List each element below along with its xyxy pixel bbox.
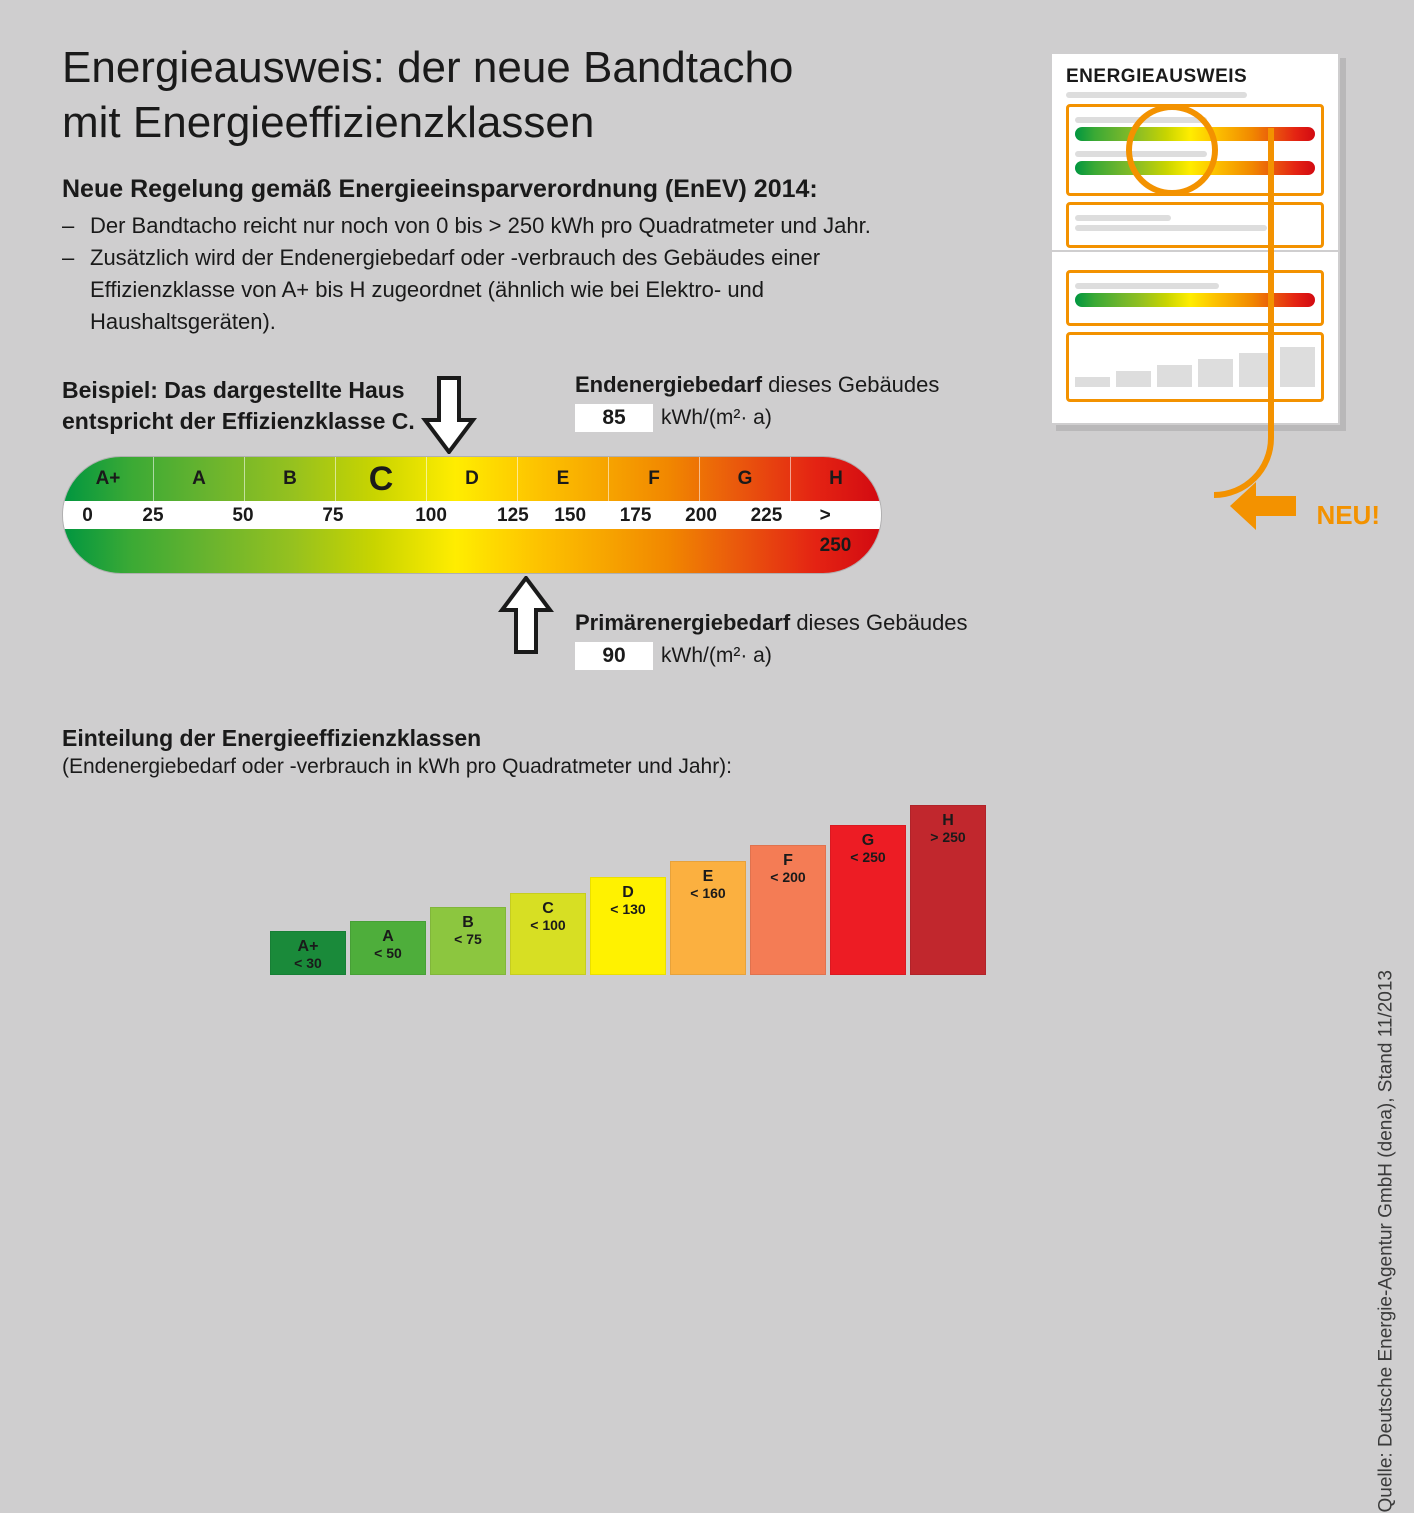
endenergie-label: Endenergiebedarf dieses Gebäudes [575,372,939,398]
source-text: Quelle: Deutsche Energie-Agentur GmbH (d… [1376,970,1398,1513]
primaerenergie-value: 90kWh/(m²· a) [575,642,772,670]
example-label: Beispiel: Das dargestellte Haus entspric… [62,375,415,437]
tacho-tick: 25 [142,501,163,531]
doc-title: ENERGIEAUSWEIS [1066,66,1324,88]
neu-arrow-icon [1228,478,1298,534]
bullet-2: Zusätzlich wird der Endenergiebedarf ode… [90,242,952,338]
tacho-class-G: G [699,457,790,501]
tacho-tick: 50 [232,501,253,531]
bar-E: E< 160 [670,861,746,975]
bar-D: D< 130 [590,877,666,975]
energy-band-tacho: A+ABCDEFGH 0 25 50 75 100 125 150 175 200 225 > 25… [62,456,882,574]
tacho-class-D: D [426,457,517,501]
tacho-class-Aplus: A+ [63,457,153,501]
page-title: Energieausweis: der neue Bandtacho mit E… [62,40,793,150]
tacho-tick: 200 [685,501,717,531]
bar-F: F< 200 [750,845,826,975]
neu-label: NEU! [1316,500,1380,531]
infographic-root: Energieausweis: der neue Bandtacho mit E… [0,0,1414,1000]
title-line-2: mit Energieeffizienzklassen [62,98,594,147]
arrow-down-icon [421,376,477,454]
tacho-class-C: C [335,457,426,501]
tacho-tick: 0 [82,501,93,531]
section2-subtitle: (Endenergiebedarf oder -verbrauch in kWh… [62,755,732,779]
bullet-list: –Der Bandtacho reicht nur noch von 0 bis… [62,210,952,338]
tacho-class-F: F [608,457,699,501]
bar-B: B< 75 [430,907,506,975]
tacho-tick: 75 [322,501,343,531]
title-line-1: Energieausweis: der neue Bandtacho [62,43,793,92]
tacho-class-B: B [244,457,335,501]
tacho-tick: 175 [620,501,652,531]
tacho-tick: 225 [751,501,783,531]
bar-G: G< 250 [830,825,906,975]
efficiency-class-bars: A+< 30A< 50B< 75C< 100D< 130E< 160F< 200… [270,795,990,975]
arrow-up-icon [498,576,554,654]
endenergie-value: 85kWh/(m²· a) [575,404,772,432]
section2-title: Einteilung der Energieeffizienzklassen [62,725,481,752]
tacho-tick: 150 [554,501,586,531]
bar-C: C< 100 [510,893,586,975]
tacho-class-H: H [790,457,881,501]
bar-H: H> 250 [910,805,986,975]
subheading: Neue Regelung gemäß Energieeinsparverord… [62,175,818,204]
tacho-tick: > 250 [820,501,861,561]
tacho-class-A: A [153,457,244,501]
tacho-tick: 100 [415,501,447,531]
bullet-1: Der Bandtacho reicht nur noch von 0 bis … [90,210,871,242]
bar-A: A< 50 [350,921,426,975]
bar-Aplus: A+< 30 [270,931,346,975]
primaerenergie-label: Primärenergiebedarf dieses Gebäudes [575,610,968,636]
certificate-illustration: ENERGIEAUSWEIS [1050,52,1360,452]
tacho-tick: 125 [497,501,529,531]
tacho-class-E: E [517,457,608,501]
